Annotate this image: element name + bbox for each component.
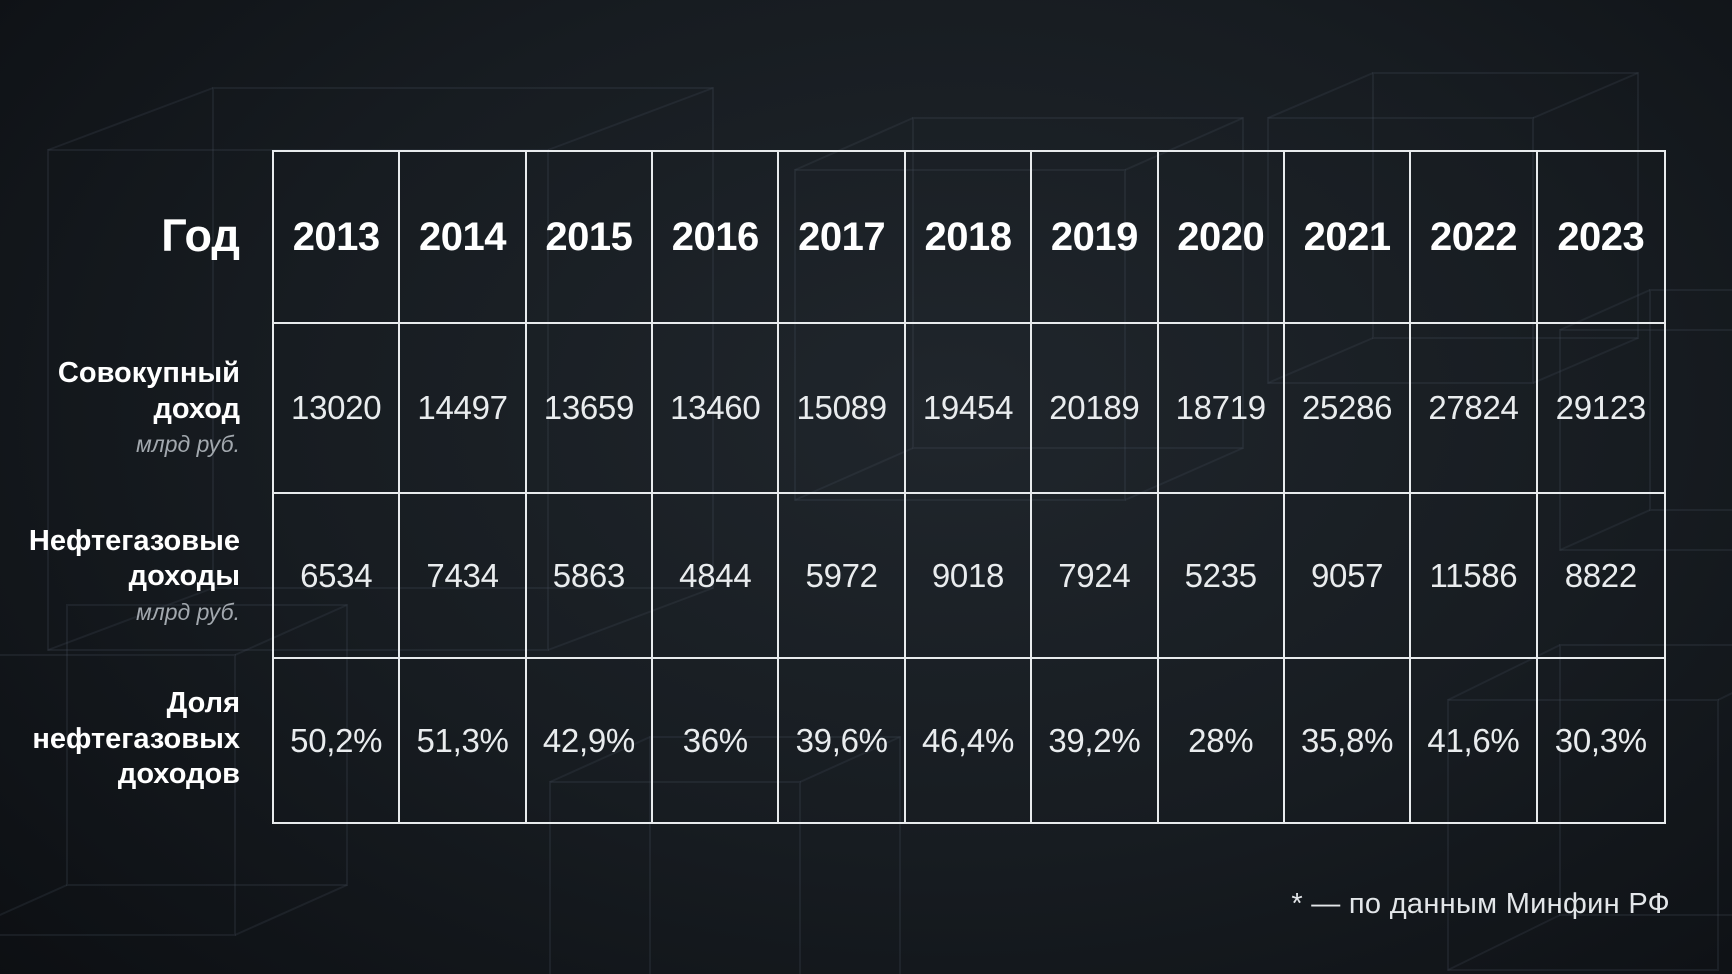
value-cell: 27824 [1411,324,1538,492]
table-row: 6534 7434 5863 4844 5972 9018 7924 5235 … [274,494,1664,659]
data-table: 2013 2014 2015 2016 2017 2018 2019 2020 … [272,150,1666,824]
value-cell: 14497 [400,324,527,492]
value-cell: 13460 [653,324,780,492]
row-label-oil-gas-income: Нефтегазовые доходы млрд руб. [0,492,240,657]
year-corner-label: Год [161,210,240,261]
value-cell: 39,2% [1032,659,1159,822]
row-label-line: Нефтегазовые [28,524,240,557]
row-label-line: доходы [128,560,240,593]
row-label-line: доходов [117,758,240,791]
value-cell: 5863 [527,494,654,657]
year-row-label-block: Год [0,150,240,322]
value-cell: 7434 [400,494,527,657]
value-cell: 5235 [1159,494,1285,657]
row-label-line: Совокупный [57,357,240,390]
table-header-row: 2013 2014 2015 2016 2017 2018 2019 2020 … [274,152,1664,324]
row-label-line: Доля [166,687,240,720]
value-cell: 4844 [653,494,780,657]
value-cell: 13020 [274,324,401,492]
value-cell: 30,3% [1554,721,1647,759]
year-header-cell: 2015 [527,152,654,322]
row-unit-label: млрд руб. [136,431,240,458]
value-cell: 6534 [274,494,401,657]
year-header-cell: 2018 [906,152,1033,322]
value-cell: 50,2% [274,659,401,822]
value-cell: 9057 [1285,494,1412,657]
value-cell: 19454 [906,324,1033,492]
table-row: 13020 14497 13659 13460 15089 19454 2018… [274,324,1664,494]
value-cell: 36% [653,659,780,822]
value-cell: 13659 [527,324,654,492]
value-cell: 8822 [1564,556,1638,594]
value-cell: 18719 [1159,324,1285,492]
year-header-cell: 2014 [400,152,527,322]
value-cell: 42,9% [527,659,654,822]
value-cell: 7924 [1032,494,1159,657]
source-footnote: * — по данным Минфин РФ [1291,888,1670,920]
year-header-cell: 2013 [274,152,401,322]
value-cell: 29123 [1555,389,1647,426]
value-cell: 35,8% [1285,659,1412,822]
value-cell: 41,6% [1411,659,1538,822]
value-cell: 11586 [1411,494,1538,657]
row-unit-label: млрд руб. [136,598,240,625]
table-row: 50,2% 51,3% 42,9% 36% 39,6% 46,4% 39,2% … [274,659,1664,822]
year-header-cell: 2021 [1285,152,1412,322]
year-header-cell: 2019 [1032,152,1159,322]
value-cell: 39,6% [779,659,906,822]
row-label-line: нефтегазовых [32,722,240,755]
value-cell: 9018 [906,494,1033,657]
value-cell: 46,4% [906,659,1033,822]
value-cell: 20189 [1032,324,1159,492]
row-label-oil-gas-share: Доля нефтегазовых доходов [0,657,240,822]
value-cell: 51,3% [400,659,527,822]
value-cell: 28% [1159,659,1285,822]
value-cell: 15089 [779,324,906,492]
year-header-cell: 2017 [779,152,906,322]
row-label-line: доход [153,392,240,425]
year-header-cell: 2022 [1411,152,1538,322]
value-cell: 25286 [1285,324,1412,492]
year-header-cell: 2023 [1557,214,1645,259]
year-header-cell: 2020 [1159,152,1285,322]
year-header-cell: 2016 [653,152,780,322]
value-cell: 5972 [779,494,906,657]
row-label-total-income: Совокупный доход млрд руб. [0,322,240,492]
